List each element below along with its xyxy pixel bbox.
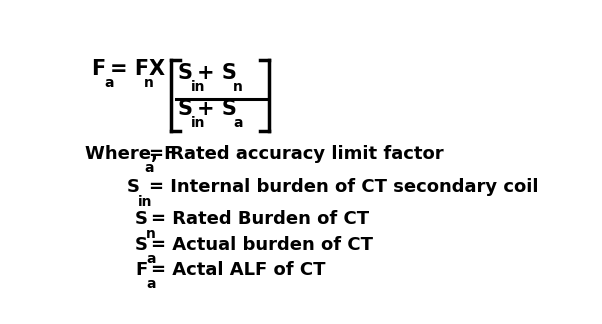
Text: a: a xyxy=(146,252,156,266)
Text: a: a xyxy=(144,161,154,175)
Text: X: X xyxy=(149,59,165,79)
Text: S: S xyxy=(178,99,193,119)
Text: n: n xyxy=(233,80,243,94)
Text: = Rated Burden of CT: = Rated Burden of CT xyxy=(151,210,370,228)
Text: in: in xyxy=(190,80,205,94)
Text: a: a xyxy=(105,76,114,90)
Text: = Internal burden of CT secondary coil: = Internal burden of CT secondary coil xyxy=(149,178,538,196)
Text: S: S xyxy=(135,210,148,228)
Text: + S: + S xyxy=(197,99,237,119)
Text: in: in xyxy=(138,195,153,209)
Text: S: S xyxy=(126,178,140,196)
Text: n: n xyxy=(144,76,154,90)
Text: S: S xyxy=(178,63,193,83)
Text: n: n xyxy=(146,227,156,241)
Text: = Actal ALF of CT: = Actal ALF of CT xyxy=(151,260,326,279)
Text: = F: = F xyxy=(110,59,149,79)
Text: + S: + S xyxy=(197,63,237,83)
Text: = Actual burden of CT: = Actual burden of CT xyxy=(151,236,373,254)
Text: F: F xyxy=(92,59,106,79)
Text: in: in xyxy=(190,116,205,130)
Text: a: a xyxy=(146,277,156,291)
Text: = Rated accuracy limit factor: = Rated accuracy limit factor xyxy=(149,145,444,163)
Text: S: S xyxy=(135,236,148,254)
Text: F: F xyxy=(135,260,147,279)
Text: a: a xyxy=(233,116,243,130)
Text: Where, F: Where, F xyxy=(84,145,176,163)
